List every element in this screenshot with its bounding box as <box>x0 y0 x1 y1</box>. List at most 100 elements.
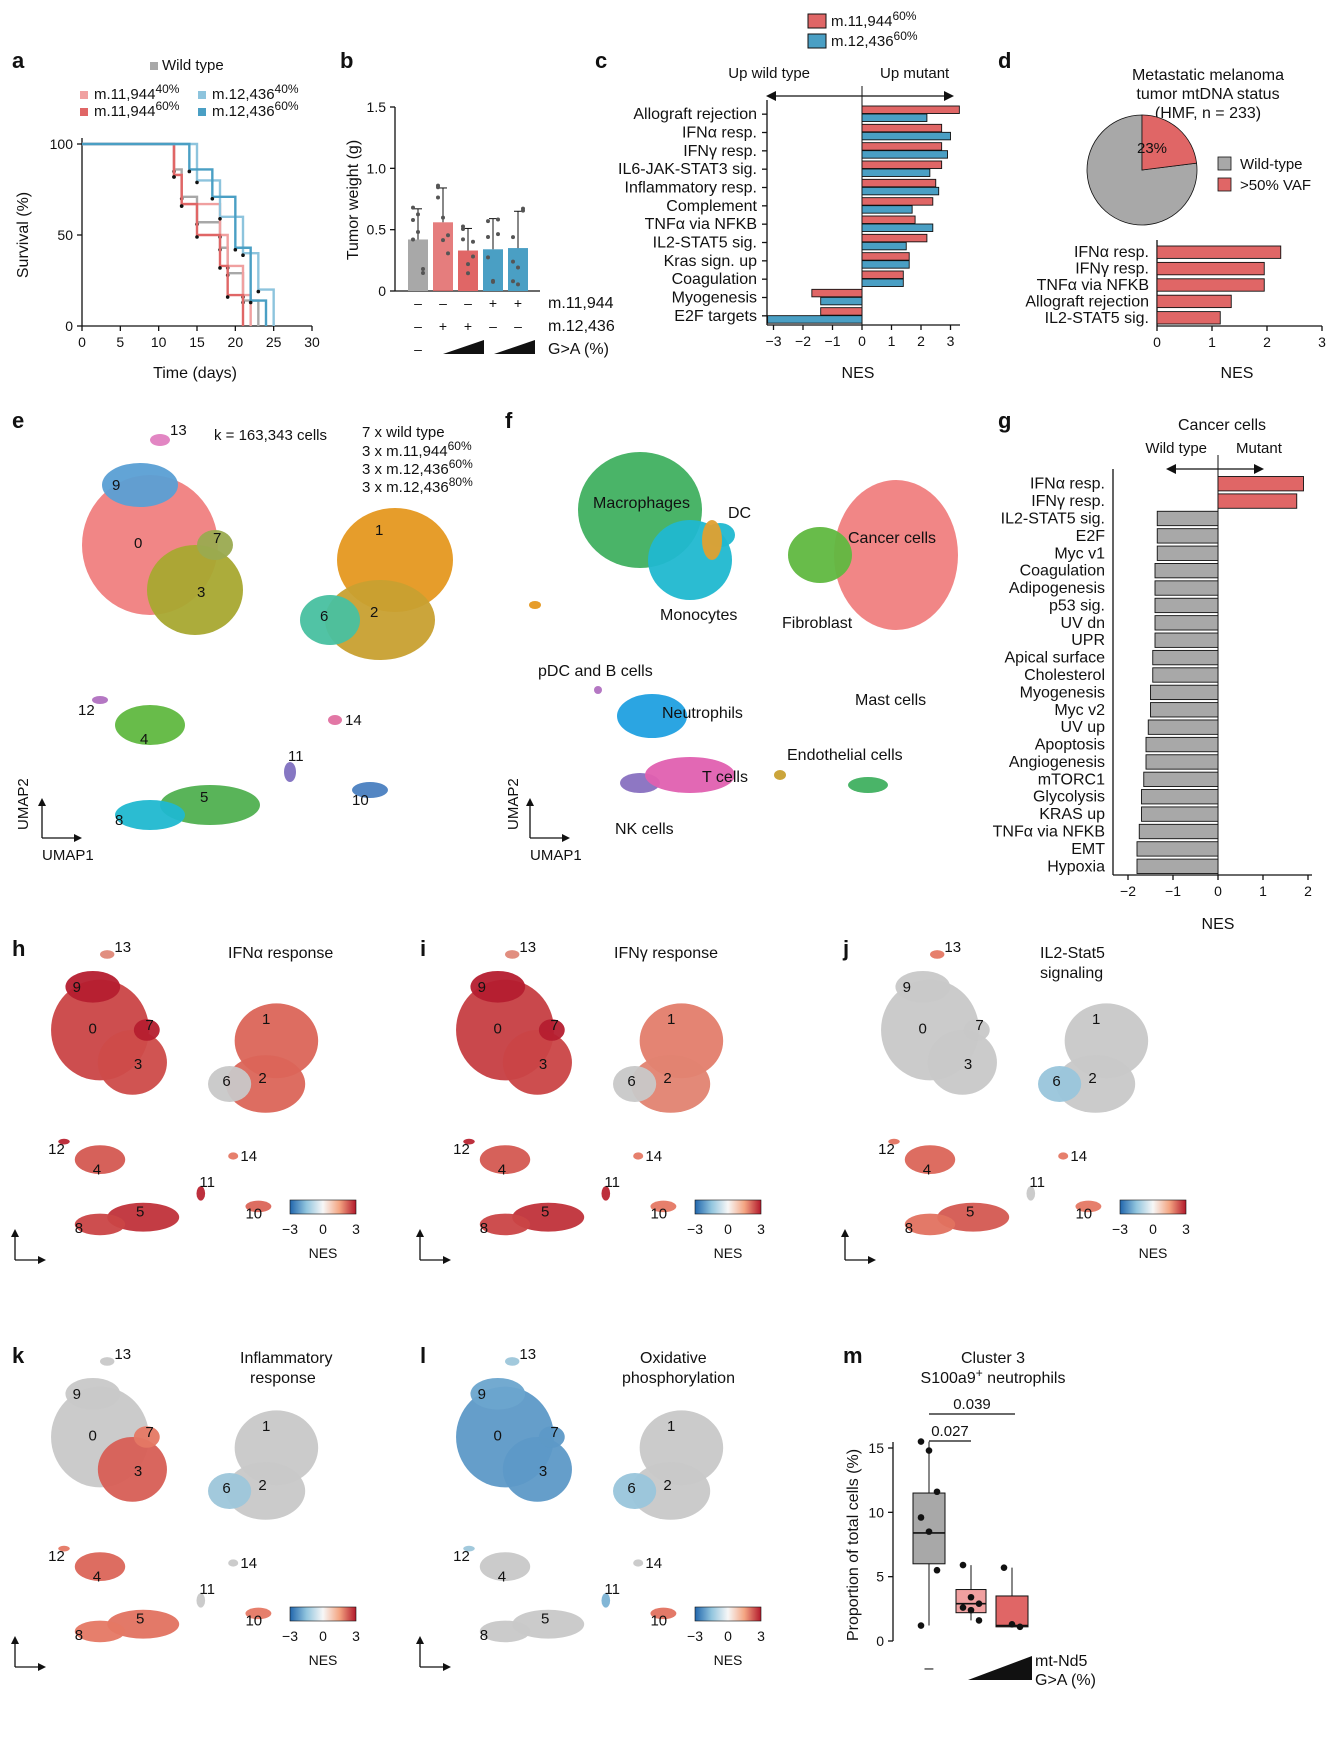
g-bar <box>1141 806 1219 822</box>
umap-cluster-label: 6 <box>222 1480 230 1497</box>
umap-cluster-11 <box>284 762 296 782</box>
b-row2-cell: + <box>464 318 472 334</box>
umap-cluster-11 <box>196 1593 206 1608</box>
panel-label-e: e <box>12 408 24 433</box>
colorbar-tick: 3 <box>757 1628 765 1644</box>
b-point <box>511 235 515 240</box>
g-arrow-right <box>1254 464 1264 474</box>
umap-cluster-label: 10 <box>650 1613 667 1630</box>
d-title-1: Metastatic melanoma <box>1132 67 1284 84</box>
umap-cluster-label: 5 <box>966 1203 974 1220</box>
g-bar <box>1156 528 1219 544</box>
d-xtick-label: 1 <box>1208 334 1216 350</box>
a-censor-mark <box>195 235 199 239</box>
umap-cluster-6 <box>208 1473 252 1509</box>
umap-cluster-8 <box>904 1213 956 1236</box>
umap-cluster-14 <box>633 1152 644 1160</box>
g-category-label: Coagulation <box>1020 563 1105 580</box>
umap-cluster-3 <box>502 1030 572 1095</box>
colorbar <box>694 1606 762 1622</box>
b-row2-cell: – <box>514 318 522 334</box>
umap-cluster-14 <box>633 1559 644 1567</box>
umap-arrow-x <box>38 1256 46 1264</box>
l-title-2: phosphorylation <box>622 1370 735 1387</box>
panel-label-c: c <box>595 48 607 73</box>
colorbar-tick: 0 <box>724 1221 732 1237</box>
c-category-label: Coagulation <box>672 271 757 288</box>
umap-cluster-9 <box>102 463 178 507</box>
b-point <box>516 265 520 270</box>
umap-cluster-label: 14 <box>645 1148 662 1165</box>
g-category-label: Apoptosis <box>1035 737 1105 754</box>
b-row1-cell: + <box>489 295 497 311</box>
d-legend-wild-type: Wild-type <box>1240 156 1303 173</box>
f-umap1-label: UMAP1 <box>530 847 582 864</box>
umap-cluster-12 <box>463 1545 475 1552</box>
f-celltype-label: T cells <box>702 769 748 786</box>
g-xlabel: NES <box>1202 916 1235 933</box>
b-row-label-ga: G>A (%) <box>548 341 609 358</box>
legend-m11944-40: m.11,94440% <box>94 82 180 103</box>
umap-cluster-3 <box>502 1437 572 1502</box>
colorbar-label: NES <box>309 1652 338 1668</box>
umap-cluster-label: 14 <box>645 1555 662 1572</box>
umap-cluster-13 <box>100 950 115 959</box>
b-bar <box>433 222 453 291</box>
b-point <box>466 271 470 276</box>
cancer-cell-nes-plot: −2 −1 0 1 2 IFNα resp.IFNγ resp.IL2-STAT5 sig… <box>993 455 1312 899</box>
d-category-label: IFNα resp. <box>1074 244 1149 261</box>
umap-arrow-y <box>841 1229 849 1237</box>
b-ylabel: Tumor weight (g) <box>345 140 362 260</box>
umap-cluster-label: 12 <box>453 1548 470 1565</box>
umap-cluster-label: 14 <box>345 712 362 729</box>
umap-cluster-label: 0 <box>134 535 142 552</box>
a-xtick-label: 10 <box>151 334 167 350</box>
umap-celltype-blob <box>617 694 687 738</box>
umap-celltype-blob <box>774 770 786 780</box>
f-celltype-label: Monocytes <box>660 607 737 624</box>
c-category-label: IFNα resp. <box>682 125 757 142</box>
umap-cluster-label: 4 <box>498 1162 506 1179</box>
umap-cluster-label: 4 <box>93 1162 101 1179</box>
g-bar <box>1150 684 1219 701</box>
j-title-1: IL2-Stat5 <box>1040 945 1105 962</box>
c-bar <box>861 142 943 151</box>
b-row1-cell: – <box>414 295 422 311</box>
umap-cluster-14 <box>328 715 342 725</box>
umap-celltype-blob <box>529 601 541 609</box>
g-bar <box>1156 510 1219 527</box>
c-bar <box>861 252 910 261</box>
b-point <box>491 278 495 283</box>
e-umap2-label: UMAP2 <box>15 778 32 830</box>
b-row-label-m12436: m.12,436 <box>548 318 615 335</box>
f-celltype-label: Fibroblast <box>782 615 853 632</box>
umap-cluster-label: 9 <box>112 477 120 494</box>
g-category-label: Myc v2 <box>1054 702 1105 719</box>
d-category-label: IL2-STAT5 sig. <box>1045 310 1149 327</box>
colorbar-label: NES <box>714 1245 743 1261</box>
umap-cluster-9 <box>65 1377 121 1410</box>
d-xtick-label: 0 <box>1153 334 1161 350</box>
d-bar <box>1156 261 1265 276</box>
legend-swatch-m11944-60 <box>80 108 88 116</box>
b-bar <box>458 250 478 291</box>
umap-cluster-4 <box>479 1145 531 1174</box>
panel-label-l: l <box>420 1343 426 1368</box>
c-bar <box>861 223 934 232</box>
umap-cluster-label: 7 <box>550 1017 558 1034</box>
e-group-1: 7 x wild type <box>362 424 445 441</box>
g-bar <box>1136 858 1219 874</box>
umap-cluster-4 <box>74 1145 126 1174</box>
b-row-label-m11944: m.11,944 <box>548 295 614 312</box>
umap-cluster-label: 1 <box>667 1418 675 1435</box>
b-point <box>461 226 465 231</box>
b-point <box>436 195 440 200</box>
k-title-2: response <box>250 1370 316 1387</box>
umap-cluster-label: 4 <box>140 731 148 748</box>
a-xtick-label: 20 <box>228 334 244 350</box>
colorbar <box>694 1199 762 1215</box>
m-point <box>975 1600 983 1607</box>
g-category-label: p53 sig. <box>1049 597 1105 614</box>
c-category-label: E2F targets <box>674 308 757 325</box>
